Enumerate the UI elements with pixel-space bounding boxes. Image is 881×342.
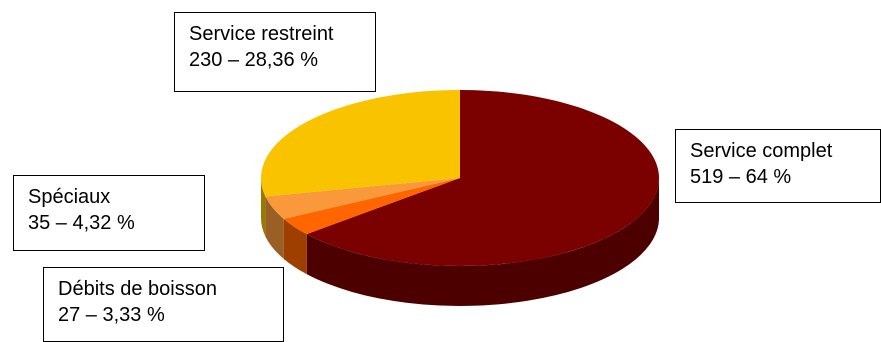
callout-debits-de-boisson: Débits de boisson 27 – 3,33 % <box>43 267 284 342</box>
slice-value-service-complet: 519 – 64 % <box>690 166 792 188</box>
slice-value-speciaux: 35 – 4,32 % <box>28 212 135 234</box>
callout-service-complet: Service complet 519 – 64 % <box>675 129 881 203</box>
slice-label-debits-de-boisson: Débits de boisson <box>58 278 217 300</box>
callout-service-restreint: Service restreint 230 – 28,36 % <box>174 12 376 92</box>
pie-slice-service-restreint <box>261 90 460 197</box>
slice-value-service-restreint: 230 – 28,36 % <box>189 49 318 71</box>
slice-label-speciaux: Spéciaux <box>28 186 111 208</box>
pie-tops <box>261 90 659 266</box>
pie-slice-speciaux <box>265 178 460 219</box>
pie-side-service-restreint <box>261 178 266 237</box>
pie-slice-debits-de-boisson <box>283 178 460 235</box>
pie-side-service-complet <box>306 178 659 306</box>
callout-speciaux: Spéciaux 35 – 4,32 % <box>13 175 205 251</box>
pie-sides <box>261 178 659 306</box>
pie-side-debits-de-boisson <box>283 218 307 275</box>
pie-side-speciaux <box>265 196 284 259</box>
slice-label-service-restreint: Service restreint <box>189 23 334 45</box>
slice-value-debits-de-boisson: 27 – 3,33 % <box>58 304 165 326</box>
slice-label-service-complet: Service complet <box>690 140 833 162</box>
pie-slice-service-complet <box>306 90 659 266</box>
